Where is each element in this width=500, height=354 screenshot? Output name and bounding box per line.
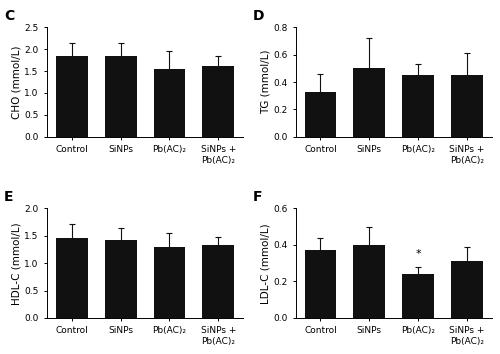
Bar xyxy=(105,56,136,137)
Bar xyxy=(451,75,483,137)
Text: D: D xyxy=(252,9,264,23)
Bar xyxy=(56,56,88,137)
Y-axis label: CHO (mmol/L): CHO (mmol/L) xyxy=(12,45,22,119)
Bar xyxy=(354,245,385,318)
Text: F: F xyxy=(252,190,262,204)
Bar xyxy=(451,261,483,318)
Bar xyxy=(56,238,88,318)
Y-axis label: LDL-C (mmol/L): LDL-C (mmol/L) xyxy=(260,223,270,303)
Y-axis label: TG (mmol/L): TG (mmol/L) xyxy=(260,50,270,114)
Bar xyxy=(304,92,336,137)
Bar xyxy=(402,274,434,318)
Bar xyxy=(202,245,234,318)
Bar xyxy=(304,250,336,318)
Bar xyxy=(105,240,136,318)
Y-axis label: HDL-C (mmol/L): HDL-C (mmol/L) xyxy=(12,222,22,304)
Text: E: E xyxy=(4,190,14,204)
Bar xyxy=(202,66,234,137)
Bar xyxy=(354,68,385,137)
Bar xyxy=(154,69,186,137)
Bar xyxy=(402,75,434,137)
Text: *: * xyxy=(416,249,421,259)
Text: C: C xyxy=(4,9,14,23)
Bar xyxy=(154,247,186,318)
